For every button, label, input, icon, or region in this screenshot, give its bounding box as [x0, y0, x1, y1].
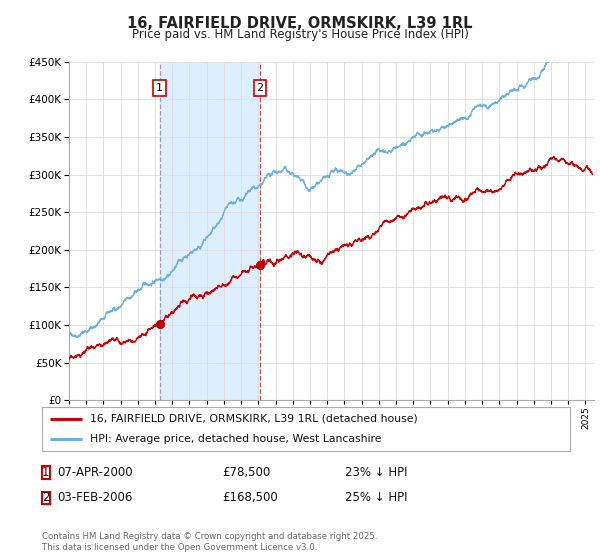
Text: £168,500: £168,500 — [222, 491, 278, 505]
Bar — [160, 62, 260, 400]
Text: Contains HM Land Registry data © Crown copyright and database right 2025.
This d: Contains HM Land Registry data © Crown c… — [42, 531, 377, 553]
Text: 03-FEB-2006: 03-FEB-2006 — [57, 491, 133, 505]
Text: 1: 1 — [156, 83, 163, 93]
Text: Price paid vs. HM Land Registry's House Price Index (HPI): Price paid vs. HM Land Registry's House … — [131, 28, 469, 41]
Text: £78,500: £78,500 — [222, 466, 270, 479]
Text: 23% ↓ HPI: 23% ↓ HPI — [345, 466, 407, 479]
Text: 2: 2 — [42, 491, 50, 505]
Text: 16, FAIRFIELD DRIVE, ORMSKIRK, L39 1RL: 16, FAIRFIELD DRIVE, ORMSKIRK, L39 1RL — [127, 16, 473, 31]
Text: HPI: Average price, detached house, West Lancashire: HPI: Average price, detached house, West… — [89, 434, 381, 444]
Text: 07-APR-2000: 07-APR-2000 — [57, 466, 133, 479]
Text: 1: 1 — [42, 466, 50, 479]
Text: 2: 2 — [256, 83, 263, 93]
Text: 25% ↓ HPI: 25% ↓ HPI — [345, 491, 407, 505]
Text: 16, FAIRFIELD DRIVE, ORMSKIRK, L39 1RL (detached house): 16, FAIRFIELD DRIVE, ORMSKIRK, L39 1RL (… — [89, 414, 417, 424]
